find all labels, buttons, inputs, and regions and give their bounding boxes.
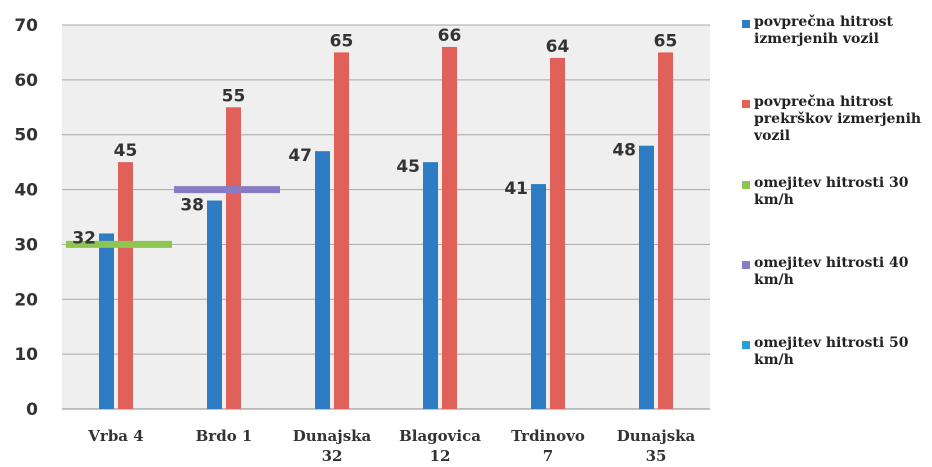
data-label-violation-speed-0: 45 bbox=[114, 141, 138, 161]
bar-avg-speed-4 bbox=[531, 184, 546, 409]
y-tick-label-60: 60 bbox=[14, 71, 38, 91]
x-tick-label-0: Vrba 4 bbox=[87, 427, 143, 445]
legend-swatch-limit-40 bbox=[742, 261, 750, 269]
data-label-avg-speed-4: 41 bbox=[504, 179, 528, 199]
bar-violation-speed-3 bbox=[442, 46, 457, 409]
legend-item-avg-speed: povprečna hitrost izmerjenih vozil bbox=[740, 14, 930, 48]
bar-violation-speed-4 bbox=[550, 57, 565, 410]
x-tick-label-1: Brdo 1 bbox=[196, 427, 253, 445]
legend-item-violation-speed: povprečna hitrost prekrškov izmerjenih v… bbox=[740, 94, 930, 145]
bar-avg-speed-1 bbox=[207, 200, 222, 409]
bar-avg-speed-2 bbox=[315, 151, 330, 409]
legend-label-limit-40: omejitev hitrosti 40 km/h bbox=[754, 255, 909, 288]
y-tick-label-20: 20 bbox=[14, 290, 38, 310]
x-tick-label-2: Dunajska 32 bbox=[293, 427, 372, 465]
y-tick-label-30: 30 bbox=[14, 235, 38, 255]
y-tick-label-70: 70 bbox=[14, 16, 38, 36]
data-label-violation-speed-4: 64 bbox=[546, 37, 570, 57]
data-label-avg-speed-3: 45 bbox=[396, 157, 420, 177]
legend-label-limit-50: omejitev hitrosti 50 km/h bbox=[754, 335, 909, 368]
bar-violation-speed-0 bbox=[118, 162, 133, 409]
y-tick-label-50: 50 bbox=[14, 126, 38, 146]
x-tick-label-4: Trdinovo 7 bbox=[511, 427, 585, 465]
legend-item-limit-40: omejitev hitrosti 40 km/h bbox=[740, 255, 930, 289]
data-label-violation-speed-2: 65 bbox=[330, 31, 354, 51]
bar-avg-speed-3 bbox=[423, 162, 438, 409]
bar-violation-speed-2 bbox=[334, 52, 349, 410]
plot-area bbox=[62, 25, 710, 409]
data-label-avg-speed-1: 38 bbox=[180, 196, 204, 216]
bar-violation-speed-1 bbox=[226, 107, 241, 410]
bar-avg-speed-5 bbox=[639, 145, 654, 409]
legend-swatch-avg-speed bbox=[742, 20, 750, 28]
legend-swatch-violation-speed bbox=[742, 100, 750, 108]
bar-avg-speed-0 bbox=[99, 233, 114, 409]
bar-violation-speed-5 bbox=[658, 52, 673, 410]
y-tick-label-0: 0 bbox=[26, 400, 38, 420]
data-label-violation-speed-3: 66 bbox=[438, 26, 462, 46]
y-tick-label-10: 10 bbox=[14, 345, 38, 365]
legend-label-limit-30: omejitev hitrosti 30 km/h bbox=[754, 175, 909, 208]
legend-swatch-limit-30 bbox=[742, 181, 750, 189]
data-label-avg-speed-5: 48 bbox=[612, 141, 636, 161]
legend-label-avg-speed: povprečna hitrost izmerjenih vozil bbox=[754, 14, 894, 47]
legend-item-limit-30: omejitev hitrosti 30 km/h bbox=[740, 175, 930, 209]
data-label-violation-speed-5: 65 bbox=[654, 31, 678, 51]
legend-label-violation-speed: povprečna hitrost prekrškov izmerjenih v… bbox=[754, 94, 922, 144]
data-label-violation-speed-1: 55 bbox=[222, 86, 246, 106]
x-tick-label-3: Blagovica 12 bbox=[399, 427, 481, 465]
y-tick-label-40: 40 bbox=[14, 181, 38, 201]
data-label-avg-speed-0: 32 bbox=[72, 228, 96, 248]
legend-item-limit-50: omejitev hitrosti 50 km/h bbox=[740, 335, 930, 369]
legend-swatch-limit-50 bbox=[742, 341, 750, 349]
data-label-avg-speed-2: 47 bbox=[288, 146, 312, 166]
x-tick-label-5: Dunajska 35 bbox=[617, 427, 696, 465]
legend: povprečna hitrost izmerjenih vozil povpr… bbox=[740, 10, 930, 369]
